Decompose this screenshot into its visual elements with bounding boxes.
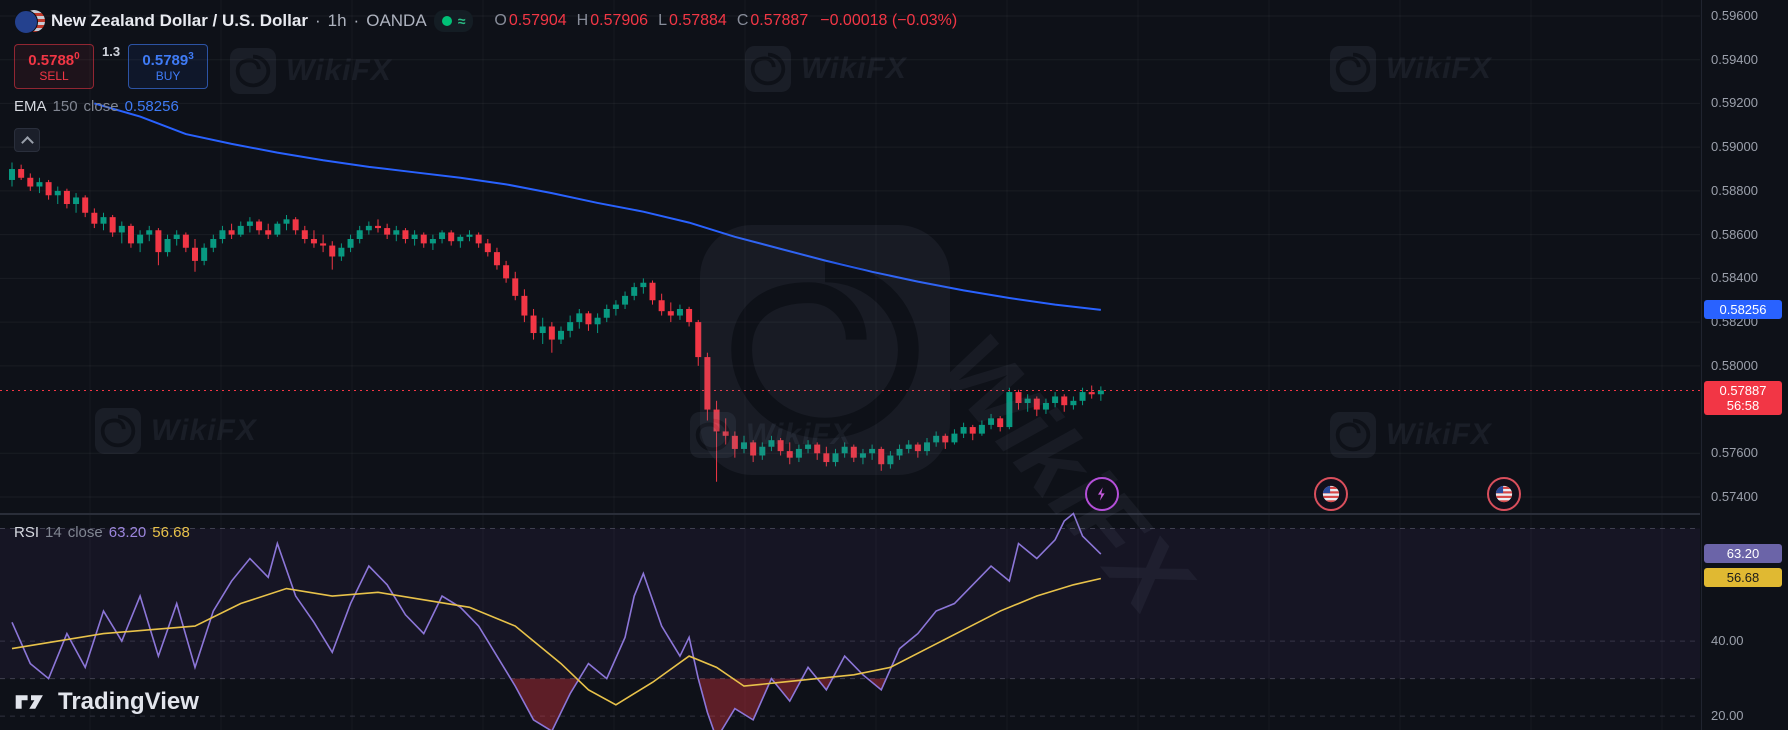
tradingview-logo[interactable]: TradingView <box>14 688 199 716</box>
separator: · <box>353 11 360 30</box>
axis-tick-label: 0.59000 <box>1711 139 1758 155</box>
axis-tick-label: 0.58800 <box>1711 182 1758 198</box>
chevron-up-icon <box>20 135 34 149</box>
symbol-logo-icon <box>14 10 45 34</box>
high-value: 0.57906 <box>590 12 649 29</box>
open-value: 0.57904 <box>508 12 567 29</box>
symbol-name[interactable]: New Zealand Dollar / U.S. Dollar <box>51 11 308 30</box>
sell-price-pip: 0 <box>74 51 80 62</box>
tradingview-logo-text: TradingView <box>58 688 199 715</box>
open-label: O <box>494 12 507 29</box>
sell-label: SELL <box>39 69 69 83</box>
axis-tick-label: 0.57600 <box>1711 445 1758 461</box>
high-label: H <box>576 12 589 29</box>
rsi-ma-value-badge: 56.68 <box>1704 568 1782 588</box>
chart-header: New Zealand Dollar / U.S. Dollar · 1h · … <box>14 10 957 34</box>
delayed-data-icon: ≈ <box>457 13 466 29</box>
sell-price: 0.5788 <box>28 52 75 69</box>
rsi-value-badge: 63.20 <box>1704 544 1782 564</box>
tradingview-logo-icon <box>15 695 43 709</box>
axis-tick-label: 0.58000 <box>1711 357 1758 373</box>
economic-event-lightning-icon[interactable] <box>1085 477 1119 511</box>
buy-price: 0.5789 <box>142 52 189 69</box>
axis-tick-label: 20.00 <box>1711 708 1744 724</box>
rsi-name: RSI <box>14 524 40 541</box>
change-value: −0.00018 (−0.03%) <box>820 12 958 29</box>
interval-button[interactable]: 1h <box>327 11 347 30</box>
ema-price-badge: 0.58256 <box>1704 299 1782 319</box>
last-price-countdown-badge: 0.57887 56:58 <box>1704 380 1782 415</box>
buy-price-pip: 3 <box>188 51 194 62</box>
rsi-params: 14 <box>45 524 62 541</box>
market-status-capsule[interactable]: ≈ <box>433 10 474 32</box>
spread-value: 1.3 <box>102 44 121 59</box>
chart-canvas[interactable] <box>0 0 1700 730</box>
buy-button[interactable]: 0.57893 BUY <box>128 44 209 89</box>
axis-tick-label: 40.00 <box>1711 633 1744 649</box>
separator: · <box>314 11 321 30</box>
axis-tick-label: 0.57400 <box>1711 489 1758 505</box>
buy-sell-panel: 0.57880 SELL 1.3 0.57893 BUY <box>14 44 209 89</box>
axis-tick-label: 0.58600 <box>1711 226 1758 242</box>
pane-collapse-button[interactable] <box>14 128 40 152</box>
axis-tick-label: 0.59400 <box>1711 51 1758 67</box>
axis-tick-label: 0.59200 <box>1711 95 1758 111</box>
ema-source: close <box>83 98 119 115</box>
price-axis[interactable]: 0.59600 0.59400 0.59200 0.59000 0.58800 0.586… <box>1701 0 1788 730</box>
close-value: 0.57887 <box>750 12 809 29</box>
ema-name: EMA <box>14 98 47 115</box>
rsi-value: 63.20 <box>108 524 147 541</box>
market-open-dot-icon <box>441 16 452 26</box>
us-flag-event-icon[interactable] <box>1487 477 1521 511</box>
close-label: C <box>736 12 749 29</box>
rsi-indicator-legend[interactable]: RSI 14 close 63.20 56.68 <box>14 524 190 541</box>
exchange-label[interactable]: OANDA <box>366 11 427 30</box>
buy-label: BUY <box>155 69 181 83</box>
axis-tick-label: 0.59600 <box>1711 7 1758 23</box>
ema-params: 150 <box>52 98 78 115</box>
rsi-ma-value: 56.68 <box>152 524 190 541</box>
rsi-source: close <box>67 524 103 541</box>
ema-value: 0.58256 <box>124 98 179 115</box>
ema-indicator-legend[interactable]: EMA 150 close 0.58256 <box>14 98 179 115</box>
ohlc-readout: O 0.57904 H 0.57906 L 0.57884 C 0.57887 −0.0… <box>486 12 957 30</box>
low-value: 0.57884 <box>668 12 727 29</box>
axis-tick-label: 0.58400 <box>1711 270 1758 286</box>
sell-button[interactable]: 0.57880 SELL <box>14 44 94 89</box>
low-label: L <box>658 12 667 29</box>
us-flag-event-icon[interactable] <box>1314 477 1348 511</box>
